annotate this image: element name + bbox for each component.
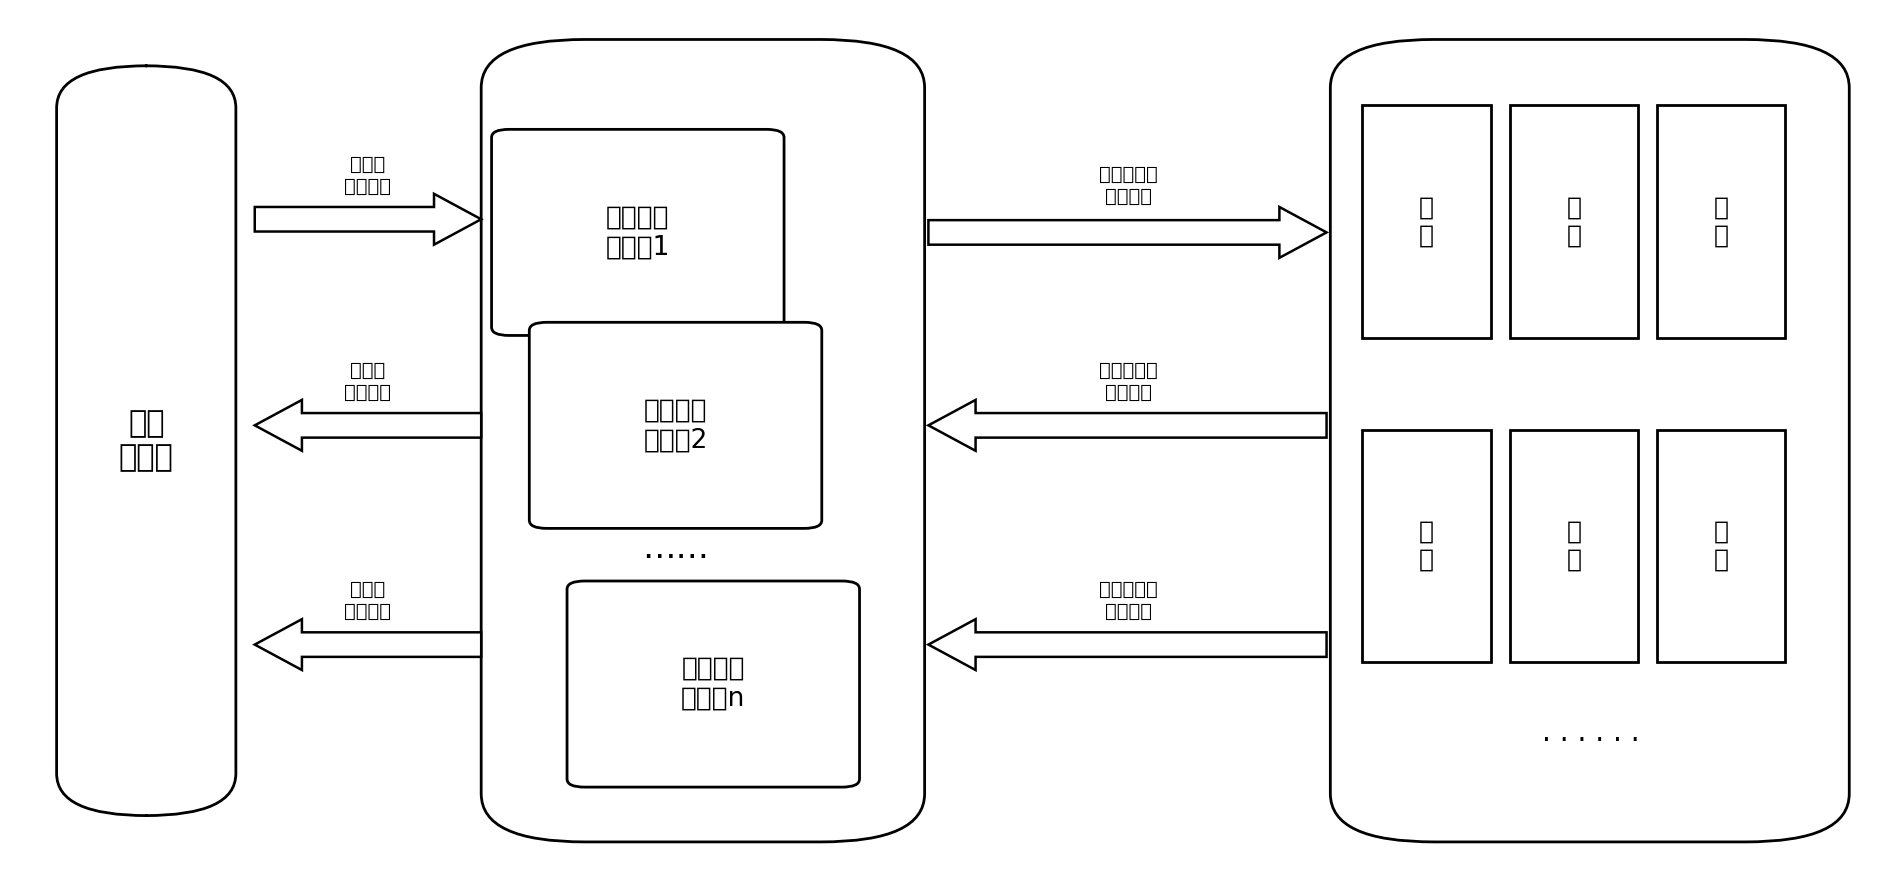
- Text: 子系统内部
任务分配: 子系统内部 任务分配: [1098, 166, 1159, 206]
- Bar: [1362, 105, 1491, 338]
- Polygon shape: [255, 194, 481, 245]
- Bar: [1510, 430, 1638, 662]
- FancyBboxPatch shape: [491, 130, 785, 336]
- Bar: [1510, 105, 1638, 338]
- Bar: [1657, 430, 1785, 662]
- Text: 子系统
任务分配: 子系统 任务分配: [345, 155, 391, 196]
- Polygon shape: [255, 619, 481, 670]
- Text: 子系统内部
结果回收: 子系统内部 结果回收: [1098, 581, 1159, 621]
- FancyBboxPatch shape: [566, 581, 860, 788]
- Text: 内
核: 内 核: [1419, 520, 1434, 572]
- Text: 子系统内部
信息反馈: 子系统内部 信息反馈: [1098, 361, 1159, 402]
- Text: 数据处理
子系统n: 数据处理 子系统n: [681, 656, 745, 712]
- Polygon shape: [928, 619, 1327, 670]
- Text: 子系统
信息反馈: 子系统 信息反馈: [345, 361, 391, 402]
- Text: 内
核: 内 核: [1419, 196, 1434, 247]
- Text: 主控
子系统: 主控 子系统: [119, 410, 174, 472]
- Text: 子系统
结果回收: 子系统 结果回收: [345, 581, 391, 621]
- Polygon shape: [928, 207, 1327, 258]
- Polygon shape: [928, 400, 1327, 451]
- Text: 内
核: 内 核: [1566, 196, 1581, 247]
- FancyBboxPatch shape: [481, 39, 925, 842]
- FancyBboxPatch shape: [57, 66, 236, 816]
- FancyBboxPatch shape: [1330, 39, 1849, 842]
- Polygon shape: [255, 400, 481, 451]
- Bar: [1657, 105, 1785, 338]
- Text: 数据处理
子系统2: 数据处理 子系统2: [643, 397, 708, 453]
- Bar: [1362, 430, 1491, 662]
- Text: 内
核: 内 核: [1713, 196, 1728, 247]
- FancyBboxPatch shape: [528, 322, 823, 528]
- Text: 多核处理器: 多核处理器: [1551, 487, 1630, 513]
- Text: 内
核: 内 核: [1566, 520, 1581, 572]
- Text: 数据处理
子系统1: 数据处理 子系统1: [606, 204, 670, 260]
- Text: · · · · · ·: · · · · · ·: [1542, 727, 1640, 755]
- Text: ……: ……: [642, 531, 710, 565]
- Text: 内
核: 内 核: [1713, 520, 1728, 572]
